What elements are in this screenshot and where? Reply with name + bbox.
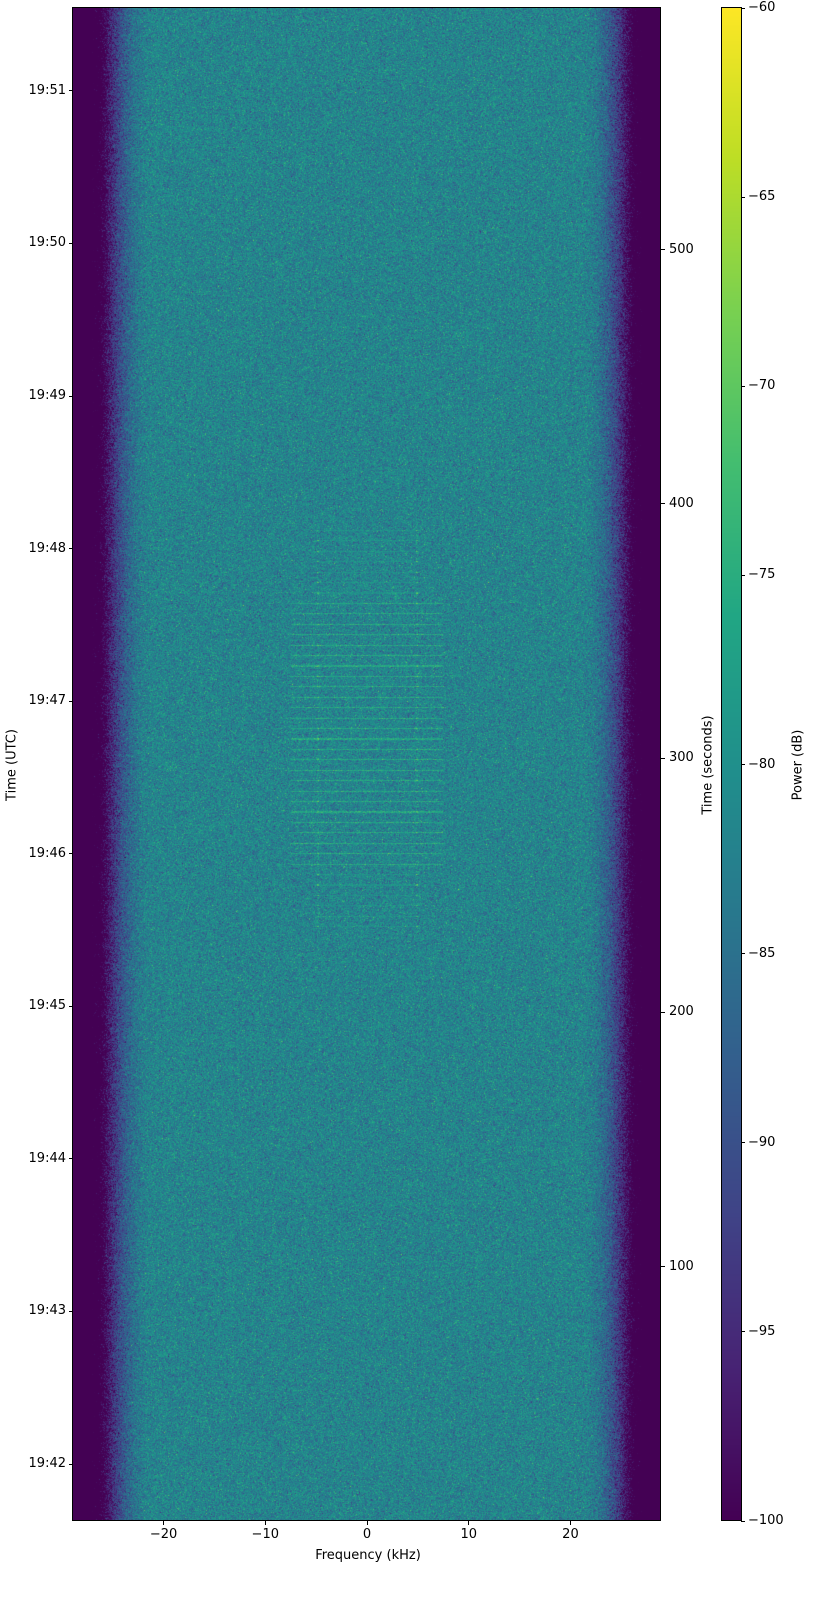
colorbar-tick-label: −100	[748, 1513, 784, 1528]
x-tick	[569, 1521, 571, 1525]
x-axis-label: Frequency (kHz)	[315, 1548, 421, 1563]
colorbar-tick-label: −95	[748, 1323, 776, 1339]
y-left-tick	[69, 853, 73, 855]
y-left-tick	[69, 1310, 73, 1312]
y-right-tick	[661, 1011, 665, 1013]
y-left-tick-label: 19:49	[28, 388, 66, 404]
x-tick	[366, 1521, 368, 1525]
y-left-tick	[69, 1158, 73, 1160]
colorbar-tick	[741, 1520, 745, 1522]
y-left-tick-label: 19:48	[28, 540, 66, 556]
y-right-tick	[661, 249, 665, 251]
y-left-tick	[69, 90, 73, 92]
x-tick	[468, 1521, 470, 1525]
x-tick-label: 0	[362, 1527, 372, 1542]
spectrogram-plot	[73, 8, 661, 1521]
y-right-tick-label: 300	[669, 750, 694, 766]
x-tick	[264, 1521, 266, 1525]
y-left-tick	[69, 1005, 73, 1007]
y-left-tick	[69, 242, 73, 244]
colorbar-tick	[741, 574, 745, 576]
x-tick-label: 20	[562, 1527, 579, 1542]
colorbar-tick-label: −60	[748, 0, 776, 15]
y-left-tick-label: 19:43	[28, 1303, 66, 1319]
x-tick-label: −20	[149, 1527, 178, 1542]
colorbar-tick	[741, 385, 745, 387]
y-left-tick-label: 19:51	[28, 82, 66, 98]
y-left-tick	[69, 1463, 73, 1465]
y-left-tick	[69, 700, 73, 702]
colorbar-tick-label: −90	[748, 1134, 776, 1150]
y-right-tick-label: 100	[669, 1258, 694, 1274]
colorbar-tick	[741, 764, 745, 765]
colorbar-tick	[741, 1331, 745, 1333]
colorbar-tick-label: −65	[748, 189, 776, 205]
y-right-tick	[661, 503, 665, 505]
colorbar	[722, 8, 741, 1521]
y-left-tick-label: 19:42	[28, 1456, 66, 1472]
colorbar-tick	[741, 196, 745, 198]
colorbar-tick	[741, 953, 745, 955]
y-right-tick-label: 200	[669, 1004, 694, 1020]
colorbar-tick-label: −85	[748, 945, 776, 961]
y-right-tick	[661, 1266, 665, 1268]
y-left-tick	[69, 548, 73, 550]
colorbar-tick-label: −80	[748, 756, 776, 772]
y-axis-right-label: Time (seconds)	[700, 715, 716, 815]
colorbar-gradient	[722, 8, 741, 1521]
colorbar-label: Power (dB)	[790, 729, 806, 801]
x-tick	[163, 1521, 165, 1525]
y-left-tick-label: 19:45	[28, 998, 66, 1014]
x-tick-label: −10	[251, 1527, 279, 1542]
spectrogram-image	[73, 8, 661, 1521]
y-left-tick-label: 19:44	[28, 1150, 66, 1166]
y-right-tick	[661, 757, 665, 759]
colorbar-tick	[741, 7, 745, 9]
y-left-tick-label: 19:50	[28, 235, 66, 251]
y-left-tick-label: 19:47	[28, 693, 66, 709]
colorbar-tick-label: −75	[748, 567, 776, 583]
y-axis-left-label: Time (UTC)	[4, 729, 20, 801]
y-right-tick-label: 400	[669, 495, 694, 511]
y-right-tick-label: 500	[669, 241, 694, 257]
colorbar-tick-label: −70	[748, 378, 776, 394]
x-tick-label: 10	[460, 1527, 477, 1542]
y-left-tick	[69, 395, 73, 397]
y-left-tick-label: 19:46	[28, 845, 66, 861]
colorbar-tick	[741, 1142, 745, 1144]
